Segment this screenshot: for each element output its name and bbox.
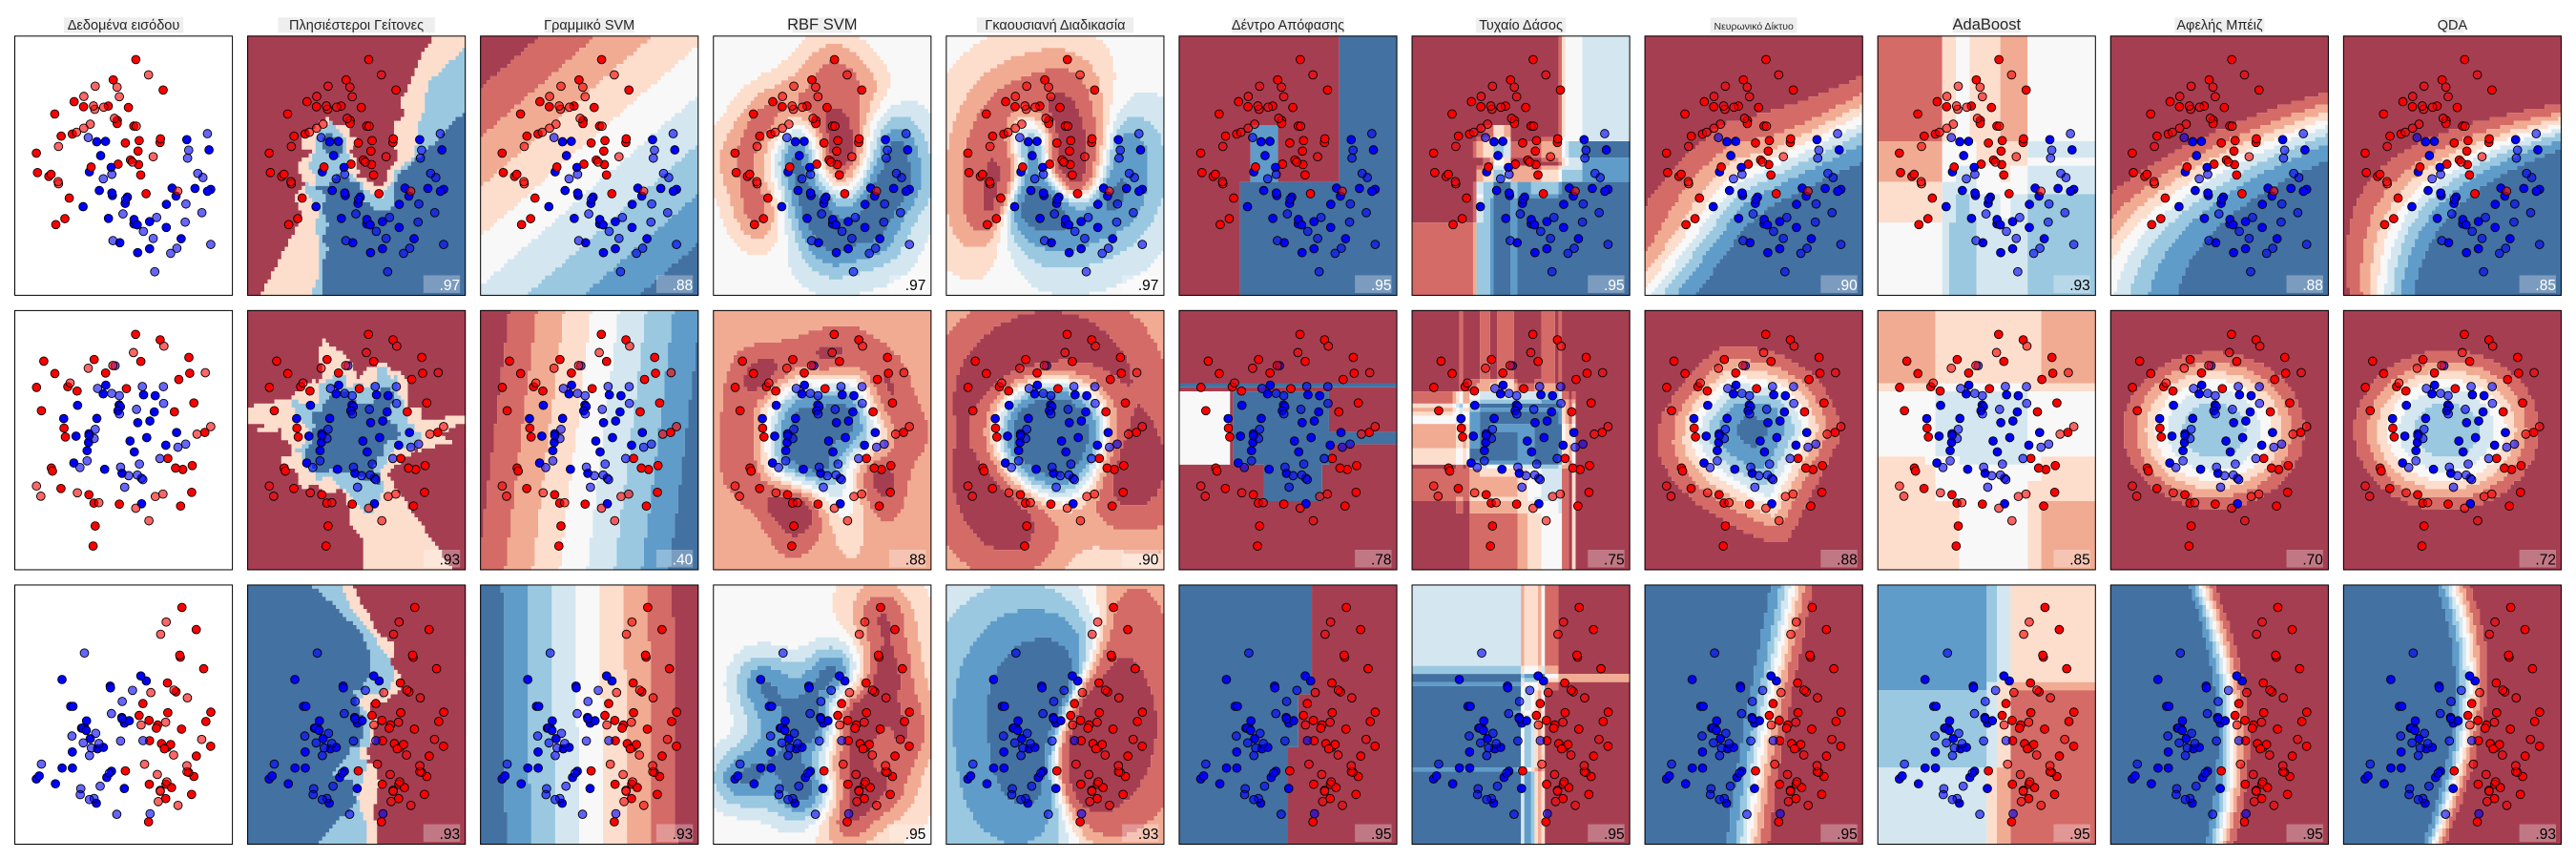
svg-text:.93: .93 [440, 552, 461, 568]
svg-text:.95: .95 [1371, 278, 1392, 294]
svg-text:Τυχαίο Δάσος: Τυχαίο Δάσος [1479, 18, 1563, 33]
svg-text:.78: .78 [1371, 552, 1392, 568]
svg-text:Πλησιέστεροι Γείτονες: Πλησιέστεροι Γείτονες [289, 18, 424, 33]
svg-text:.88: .88 [905, 552, 926, 568]
svg-text:Γκαουσιανή Διαδικασία: Γκαουσιανή Διαδικασία [985, 18, 1125, 33]
svg-text:.95: .95 [2069, 827, 2090, 843]
svg-text:RBF SVM: RBF SVM [787, 16, 857, 33]
svg-text:.75: .75 [1604, 552, 1625, 568]
svg-text:.95: .95 [1604, 278, 1625, 294]
svg-text:.88: .88 [673, 278, 694, 294]
svg-text:.93: .93 [2069, 278, 2090, 294]
svg-text:.85: .85 [2535, 278, 2556, 294]
svg-text:.40: .40 [673, 552, 694, 568]
svg-text:.70: .70 [2302, 552, 2323, 568]
svg-text:.97: .97 [905, 278, 926, 294]
svg-text:Νευρωνικό Δίκτυο: Νευρωνικό Δίκτυο [1714, 21, 1795, 32]
svg-text:.97: .97 [1138, 278, 1159, 294]
svg-text:.93: .93 [440, 827, 461, 843]
svg-text:.97: .97 [440, 278, 461, 294]
svg-text:.93: .93 [2535, 827, 2556, 843]
svg-text:.95: .95 [1371, 827, 1392, 843]
svg-text:.95: .95 [1837, 827, 1858, 843]
svg-text:.72: .72 [2535, 552, 2556, 568]
svg-text:.95: .95 [1604, 827, 1625, 843]
svg-text:.95: .95 [905, 827, 926, 843]
svg-text:Δέντρο Απόφασης: Δέντρο Απόφασης [1232, 18, 1344, 33]
svg-text:Δεδομένα εισόδου: Δεδομένα εισόδου [68, 18, 180, 33]
svg-text:AdaBoost: AdaBoost [1953, 16, 2022, 33]
svg-text:.93: .93 [1138, 827, 1159, 843]
svg-text:.90: .90 [1138, 552, 1159, 568]
svg-text:Γραμμικό SVM: Γραμμικό SVM [544, 18, 634, 33]
svg-text:.88: .88 [2302, 278, 2323, 294]
svg-text:QDA: QDA [2438, 18, 2468, 33]
svg-text:.88: .88 [1837, 552, 1858, 568]
svg-text:.93: .93 [673, 827, 694, 843]
svg-text:.85: .85 [2069, 552, 2090, 568]
svg-text:.90: .90 [1837, 278, 1858, 294]
svg-text:.95: .95 [2302, 827, 2323, 843]
svg-text:Αφελής Μπέιζ: Αφελής Μπέιζ [2176, 18, 2263, 33]
